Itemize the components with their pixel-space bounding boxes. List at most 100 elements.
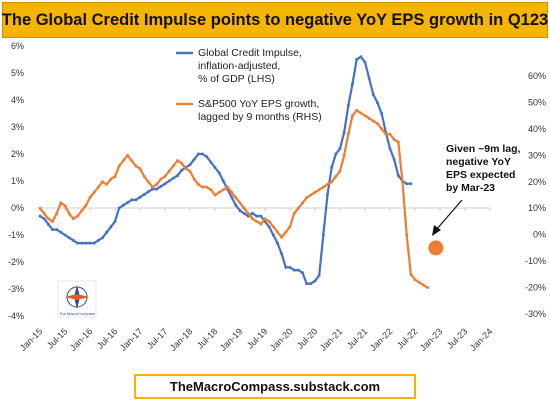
eps-growth-point <box>242 206 246 210</box>
credit-impulse-point <box>271 233 275 237</box>
eps-growth-point <box>221 188 225 192</box>
credit-impulse-point <box>192 157 196 161</box>
eps-growth-point <box>134 164 138 168</box>
eps-growth-point <box>267 219 271 223</box>
left-axis-tick-label: 1% <box>11 176 24 186</box>
right-axis-tick-label: -20% <box>525 283 546 293</box>
credit-impulse-point <box>134 198 138 202</box>
credit-impulse-point <box>213 166 217 169</box>
credit-impulse-point <box>338 147 342 151</box>
eps-growth-point <box>351 114 354 118</box>
eps-growth-point <box>263 217 267 221</box>
eps-growth-point <box>326 182 329 186</box>
eps-growth-point <box>284 230 288 234</box>
x-tick-label: Jan-17 <box>118 326 145 353</box>
credit-impulse-point <box>171 176 175 180</box>
credit-impulse-point <box>63 233 67 237</box>
left-axis-tick-label: 6% <box>11 41 24 51</box>
eps-growth-point <box>180 161 184 165</box>
credit-impulse-point <box>305 282 309 286</box>
credit-impulse-point <box>376 101 379 105</box>
credit-impulse-point <box>292 268 296 272</box>
x-tick-label: Jan-20 <box>268 326 295 353</box>
credit-impulse-point <box>163 182 167 186</box>
expected-eps-point <box>428 240 444 256</box>
eps-growth-line <box>39 109 429 289</box>
eps-growth-point <box>405 233 409 237</box>
credit-impulse-point <box>196 152 200 156</box>
credit-impulse-point <box>105 230 109 234</box>
eps-growth-point <box>321 185 325 189</box>
right-axis-tick-label: 0% <box>533 230 546 240</box>
credit-impulse-point <box>55 228 59 232</box>
credit-impulse-point <box>284 265 288 269</box>
right-axis-tick-label: 20% <box>528 177 546 187</box>
eps-growth-point <box>392 137 396 141</box>
eps-growth-point <box>209 188 213 192</box>
eps-growth-point <box>142 174 146 178</box>
eps-growth-point <box>342 153 346 157</box>
credit-impulse-point <box>159 184 163 188</box>
eps-growth-point <box>126 153 129 157</box>
eps-growth-point <box>363 114 367 118</box>
eps-growth-point <box>55 212 59 216</box>
eps-growth-point <box>159 177 163 181</box>
footer-url: TheMacroCompass.substack.com <box>169 379 381 394</box>
eps-growth-point <box>146 180 150 184</box>
credit-impulse-point <box>396 174 400 178</box>
credit-impulse-line <box>39 55 411 285</box>
left-axis-tick-label: 4% <box>11 95 24 105</box>
eps-growth-point <box>396 140 400 144</box>
x-tick-label: Jul-16 <box>95 326 119 350</box>
x-tick-label: Jul-18 <box>195 326 219 350</box>
eps-growth-point <box>251 217 254 221</box>
credit-impulse-point <box>267 225 271 229</box>
left-axis-tick-label: -2% <box>8 257 24 267</box>
eps-growth-point <box>105 182 109 186</box>
right-axis-tick-label: 10% <box>528 203 546 213</box>
eps-growth-point <box>417 280 421 284</box>
credit-impulse-point <box>321 233 325 237</box>
eps-growth-point <box>330 180 334 184</box>
eps-growth-point <box>234 196 238 200</box>
x-tick-label: Jul-20 <box>295 326 319 350</box>
eps-growth-point <box>113 174 117 178</box>
x-tick-label: Jul-23 <box>445 326 469 350</box>
eps-growth-point <box>101 180 104 184</box>
eps-growth-point <box>226 185 229 189</box>
eps-growth-point <box>130 159 134 163</box>
eps-growth-point <box>296 206 300 210</box>
eps-growth-point <box>109 177 113 181</box>
x-tick-label: Jul-22 <box>395 326 419 350</box>
x-tick-label: Jul-15 <box>45 326 69 350</box>
left-axis-tick-label: -3% <box>8 284 24 294</box>
right-axis-tick-label: 40% <box>528 124 546 134</box>
credit-impulse-point <box>309 282 313 286</box>
credit-impulse-point <box>109 225 113 229</box>
eps-growth-point <box>346 132 350 136</box>
legend: Global Credit Impulse,inflation-adjusted… <box>176 47 322 123</box>
credit-impulse-point <box>84 241 88 245</box>
eps-growth-point <box>138 167 142 171</box>
credit-impulse-point <box>259 214 263 218</box>
right-axis-tick-label: 30% <box>528 150 546 160</box>
left-axis-tick-label: -4% <box>8 311 24 321</box>
eps-growth-point <box>196 182 200 186</box>
legend-label: inflation-adjusted, <box>198 60 280 72</box>
eps-growth-point <box>84 204 88 208</box>
credit-impulse-point <box>234 203 238 207</box>
left-axis-tick-label: 0% <box>11 203 24 213</box>
title-banner: The Global Credit Impulse points to nega… <box>2 2 548 38</box>
eps-growth-point <box>63 204 67 208</box>
eps-growth-point <box>192 177 196 181</box>
eps-growth-point <box>46 217 50 221</box>
credit-impulse-point <box>121 203 125 207</box>
eps-growth-point <box>51 219 54 223</box>
eps-growth-point <box>213 193 217 197</box>
x-tick-label: Jan-19 <box>218 326 245 353</box>
eps-growth-point <box>426 286 429 290</box>
credit-impulse-point <box>217 171 221 175</box>
eps-growth-point <box>76 214 79 218</box>
